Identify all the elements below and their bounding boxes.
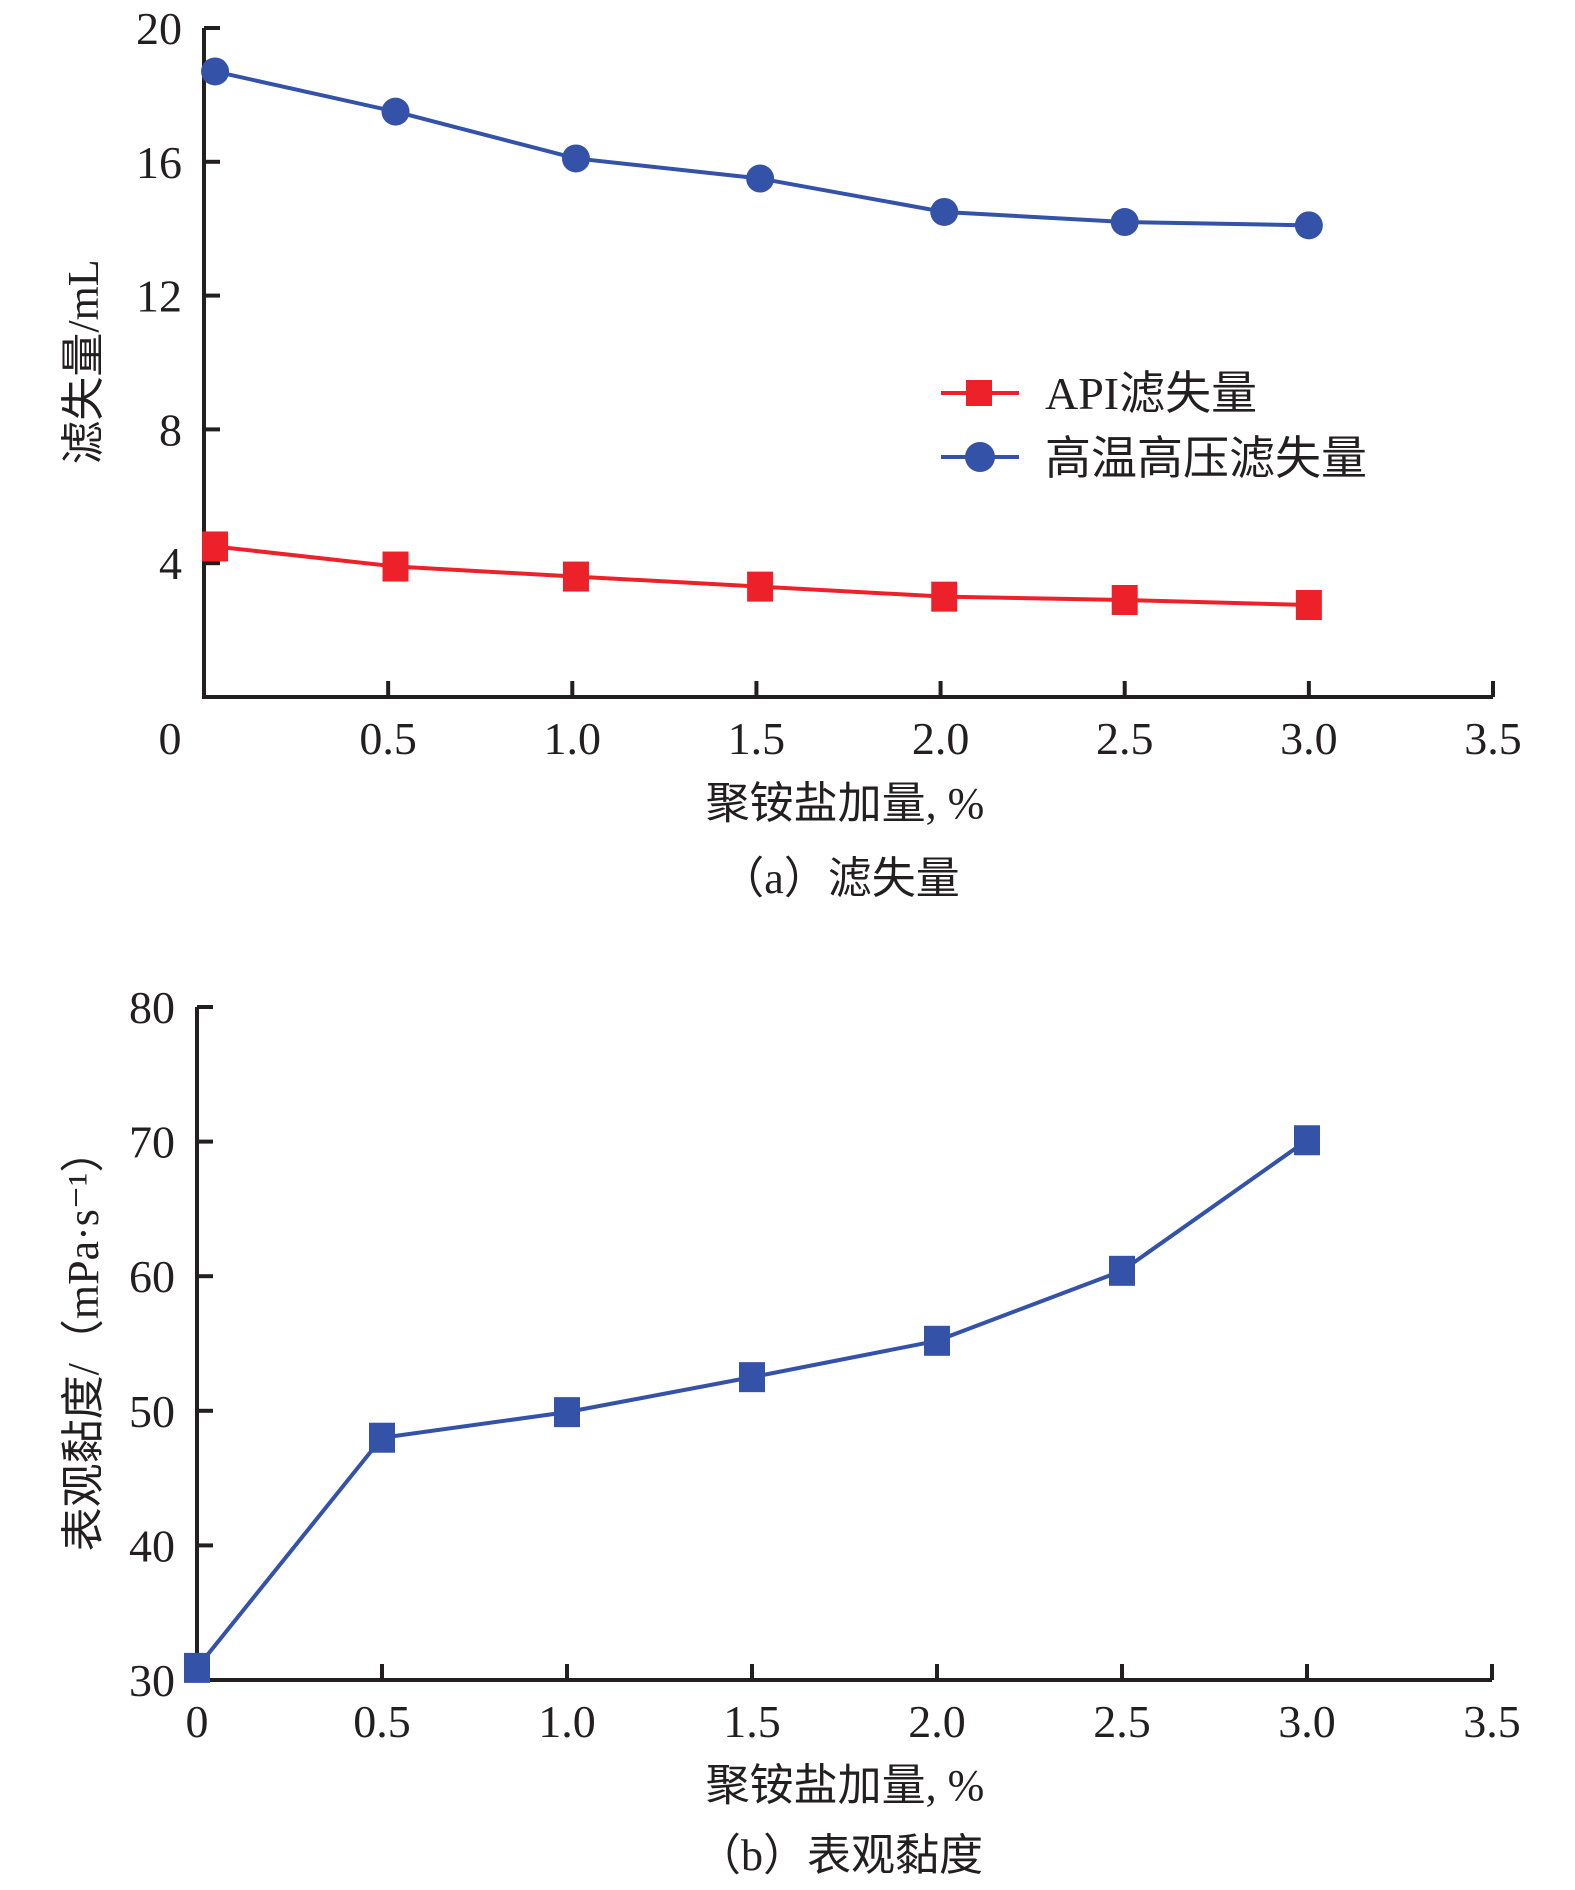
data-point [381, 97, 410, 126]
x-tick-label: 2.0 [912, 713, 970, 764]
chart-a-legend: API滤失量 高温高压滤失量 [941, 368, 1367, 484]
y-tick-label: 50 [129, 1386, 175, 1437]
y-tick-label: 40 [129, 1520, 175, 1571]
x-tick-label: 3.5 [1463, 1696, 1521, 1747]
x-tick-label: 1.0 [538, 1696, 596, 1747]
chart-a-series [201, 57, 1323, 621]
y-tick-label: 16 [136, 137, 182, 188]
data-point [554, 1397, 580, 1428]
x-tick-label: 3.5 [1464, 713, 1522, 764]
y-tick-label: 8 [159, 404, 182, 455]
chart-b-series [184, 1125, 1320, 1683]
series-line-0 [195, 1138, 1309, 1670]
x-tick-label: 0.5 [359, 713, 417, 764]
data-point [561, 144, 590, 173]
data-point [1109, 1255, 1135, 1286]
x-tick-label: 1.0 [544, 713, 602, 764]
x-tick-label: 2.0 [908, 1696, 966, 1747]
legend-item-api: API滤失量 [941, 368, 1257, 419]
data-point [747, 571, 774, 602]
chart-b-apparent-viscosity: 0 0.5 1.0 1.5 2.0 2.5 3.0 3.5 30 40 50 60 70 80 表观黏度/… [59, 982, 1521, 1880]
data-point [1295, 590, 1322, 621]
x-tick-label: 3.0 [1280, 713, 1338, 764]
y-tick-label: 80 [129, 982, 175, 1033]
chart-a-x-axis-title: 聚铵盐加量, % [706, 779, 985, 828]
data-point [562, 561, 589, 592]
data-point [930, 197, 959, 226]
chart-b-caption: （b）表观黏度 [697, 1831, 983, 1880]
legend-item-hthp: 高温高压滤失量 [941, 433, 1367, 484]
y-tick-label: 70 [129, 1117, 175, 1168]
x-tick-label: 0 [186, 1696, 209, 1747]
data-point [382, 551, 409, 582]
data-point [1111, 584, 1138, 615]
y-tick-label: 60 [129, 1251, 175, 1302]
data-point [184, 1652, 210, 1683]
data-point [202, 531, 229, 562]
x-tick-label: 1.5 [728, 713, 786, 764]
data-point [369, 1422, 395, 1453]
data-point [739, 1362, 765, 1393]
x-tick-label: 2.5 [1093, 1696, 1151, 1747]
chart-a-axes: 0 0.5 1.0 1.5 2.0 2.5 3.0 3.5 4 8 12 16 20 [136, 3, 1522, 764]
y-tick-label: 12 [136, 271, 182, 322]
legend-marker-square-icon [966, 380, 992, 406]
legend-label-hthp: 高温高压滤失量 [1045, 433, 1367, 484]
chart-b-x-axis-title: 聚铵盐加量, % [706, 1761, 985, 1810]
data-point [1294, 1125, 1320, 1156]
chart-a-y-axis-title: 滤失量/mL [59, 259, 108, 464]
data-point [201, 57, 230, 86]
chart-a-filtration-loss: 0 0.5 1.0 1.5 2.0 2.5 3.0 3.5 4 8 12 16 20 API滤失量 高温… [59, 3, 1522, 903]
y-tick-label: 30 [129, 1655, 175, 1706]
chart-b-y-axis-title: 表观黏度/（mPa·s⁻¹） [59, 1129, 108, 1552]
legend-label-api: API滤失量 [1045, 368, 1257, 419]
data-point [1110, 208, 1139, 237]
chart-a-caption: （a）滤失量 [720, 854, 960, 903]
legend-marker-circle-icon [965, 442, 995, 472]
y-tick-label: 20 [136, 3, 182, 54]
x-tick-label: 0 [159, 713, 182, 764]
x-tick-label: 2.5 [1096, 713, 1154, 764]
data-point [1294, 211, 1323, 240]
data-point [931, 581, 958, 612]
data-point [746, 164, 775, 193]
chart-b-axes: 0 0.5 1.0 1.5 2.0 2.5 3.0 3.5 30 40 50 60 70 80 [129, 982, 1521, 1747]
y-tick-label: 4 [159, 538, 182, 589]
x-tick-label: 3.0 [1278, 1696, 1336, 1747]
data-point [924, 1325, 950, 1356]
x-tick-label: 0.5 [353, 1696, 411, 1747]
series-line-1 [214, 69, 1309, 228]
x-tick-label: 1.5 [723, 1696, 781, 1747]
